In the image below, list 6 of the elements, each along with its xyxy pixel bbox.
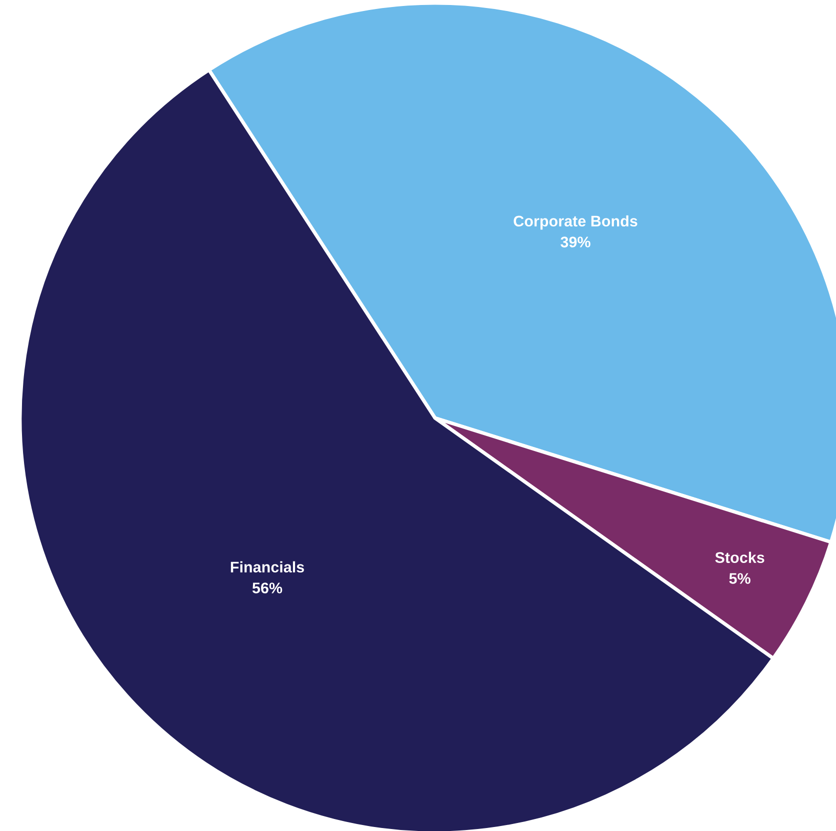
data-label: 39% bbox=[560, 236, 590, 248]
slice-label: Financials bbox=[230, 561, 304, 573]
data-label: 5% bbox=[729, 573, 750, 584]
slice-label: Stocks bbox=[715, 552, 764, 563]
slice-label: Corporate Bonds bbox=[514, 215, 638, 230]
data-label: 56% bbox=[252, 582, 282, 594]
